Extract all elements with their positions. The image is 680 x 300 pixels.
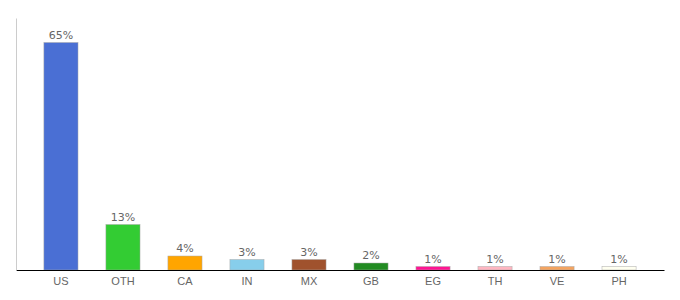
x-tick-label: MX bbox=[301, 275, 318, 287]
x-axis-line bbox=[17, 270, 665, 271]
data-label: 3% bbox=[238, 246, 255, 259]
bar bbox=[44, 43, 78, 271]
bar bbox=[416, 267, 450, 271]
x-tick-label: GB bbox=[363, 275, 379, 287]
x-tick: TH bbox=[488, 275, 503, 287]
x-tick-label: US bbox=[53, 275, 68, 287]
data-label: 13% bbox=[111, 211, 135, 224]
plot: 65% 13% 4% 3% 3% 2% 1% 1% 1% 1% US OTH CA IN MX GB EG TH V… bbox=[17, 19, 665, 288]
bar bbox=[602, 267, 636, 271]
x-tick: GB bbox=[363, 275, 379, 287]
x-tick-label: CA bbox=[177, 275, 193, 287]
y-axis bbox=[16, 19, 17, 271]
data-label: 1% bbox=[424, 253, 441, 266]
x-tick: VE bbox=[550, 275, 565, 287]
x-tick: CA bbox=[177, 275, 193, 287]
data-label: 1% bbox=[486, 253, 503, 266]
x-tick: EG bbox=[425, 275, 441, 287]
data-label: 4% bbox=[176, 242, 193, 255]
bar bbox=[478, 267, 512, 271]
bars bbox=[44, 43, 636, 271]
x-tick: MX bbox=[301, 275, 318, 287]
data-label: 2% bbox=[362, 249, 379, 262]
x-tick: PH bbox=[611, 275, 626, 287]
x-axis: US OTH CA IN MX GB EG TH VE PH bbox=[17, 271, 665, 288]
x-tick-label: OTH bbox=[111, 275, 134, 287]
data-label: 65% bbox=[49, 29, 73, 42]
x-tick-label: PH bbox=[611, 275, 626, 287]
bar bbox=[106, 225, 140, 271]
bar bbox=[230, 260, 264, 271]
bar bbox=[354, 263, 388, 270]
data-label: 1% bbox=[548, 253, 565, 266]
bar bbox=[540, 267, 574, 271]
x-tick: OTH bbox=[111, 275, 134, 287]
data-labels: 65% 13% 4% 3% 3% 2% 1% 1% 1% 1% bbox=[49, 29, 628, 266]
x-tick-label: TH bbox=[488, 275, 503, 287]
x-tick-label: EG bbox=[425, 275, 441, 287]
x-tick: IN bbox=[241, 275, 252, 287]
data-label: 3% bbox=[300, 246, 317, 259]
chart: 65% 13% 4% 3% 3% 2% 1% 1% 1% 1% US OTH CA IN MX GB EG TH V… bbox=[0, 0, 680, 300]
bar bbox=[168, 256, 202, 270]
data-label: 1% bbox=[610, 253, 627, 266]
bar bbox=[292, 260, 326, 271]
x-tick: US bbox=[53, 275, 68, 287]
y-axis-line bbox=[16, 19, 17, 271]
x-tick-label: VE bbox=[550, 275, 565, 287]
x-tick-label: IN bbox=[241, 275, 252, 287]
